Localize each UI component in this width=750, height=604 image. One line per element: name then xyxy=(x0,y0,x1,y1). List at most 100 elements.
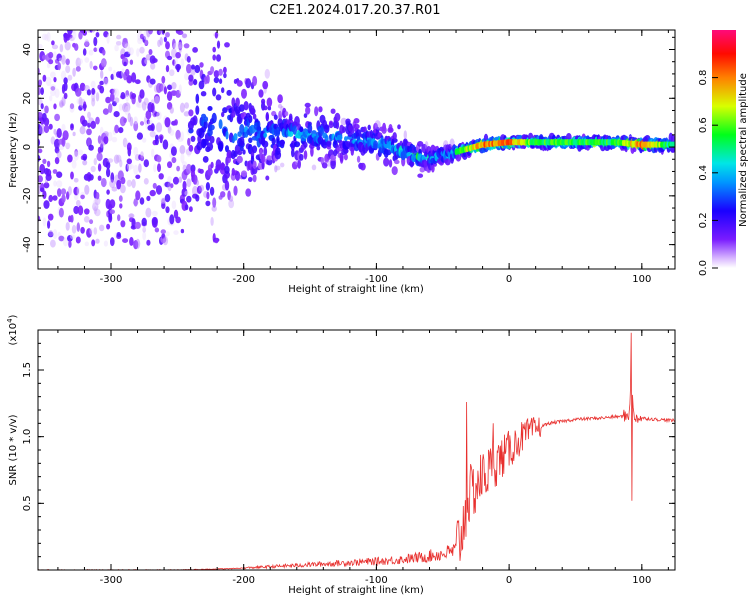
spectrum-cell xyxy=(124,68,130,77)
spectrum-cell xyxy=(131,11,135,20)
spectrum-cell xyxy=(65,142,70,150)
spectrum-cell xyxy=(138,163,142,173)
spectrum-cell xyxy=(108,103,113,114)
spectrum-cell xyxy=(84,184,90,195)
spectrum-cell xyxy=(353,118,360,124)
spectrum-cell xyxy=(228,199,235,209)
spectrum-cell xyxy=(139,46,145,54)
spectrum-cell xyxy=(52,195,58,201)
spectrum-cell xyxy=(265,175,270,181)
spectrum-cell xyxy=(86,137,92,147)
spectrum-cell xyxy=(632,147,637,153)
spectrum-cell xyxy=(305,106,311,115)
spectrum-cell xyxy=(53,103,57,110)
spectrum-cell xyxy=(131,14,137,19)
spectrum-cell xyxy=(108,66,113,72)
spectrum-cell xyxy=(78,96,83,107)
spectrum-cell xyxy=(391,166,398,176)
spectrum-cell xyxy=(342,126,346,133)
spectrum-cell xyxy=(74,23,78,29)
spectrum-cell xyxy=(114,124,119,134)
spectrum-cell xyxy=(206,142,214,151)
spectrum-cell xyxy=(57,188,62,197)
spectrum-cell xyxy=(142,137,147,143)
spectrum-cell xyxy=(127,112,131,123)
spectrum-cell xyxy=(180,228,185,234)
spectrum-cell xyxy=(90,80,96,89)
spectrum-cell xyxy=(187,137,191,146)
spectrum-cell xyxy=(190,135,196,142)
spectrum-cell xyxy=(261,98,266,105)
spectrum-cell xyxy=(66,16,70,21)
spectrum-cell xyxy=(75,236,81,244)
spectrum-cell xyxy=(42,190,47,199)
spectrum-cell xyxy=(61,96,66,107)
spectrum-cell xyxy=(162,21,168,29)
spectrum-cell xyxy=(248,115,253,124)
spectrum-cell xyxy=(215,94,222,101)
spectrum-cell xyxy=(189,206,193,213)
spectrum-cell xyxy=(148,49,153,55)
spectrum-cell xyxy=(105,96,111,104)
spectrum-cell xyxy=(56,53,62,62)
spectrum-cell xyxy=(186,195,192,203)
spectrum-cell xyxy=(100,70,104,79)
spectrum-cell xyxy=(106,168,111,178)
spectrum-cell xyxy=(89,227,93,235)
spectrum-cell xyxy=(256,125,262,131)
spectrum-cell xyxy=(213,77,220,84)
spectrum-cell xyxy=(64,142,71,149)
spectrum-cell xyxy=(93,227,98,235)
spectrum-cell xyxy=(137,30,142,34)
spectrum-cell xyxy=(47,231,54,238)
spectrum-cell xyxy=(367,124,371,131)
spectrum-cell xyxy=(112,23,117,28)
spectrum-cell xyxy=(120,92,126,100)
spectrum-cell xyxy=(136,48,140,57)
spectrum-cell xyxy=(76,199,81,207)
spectrum-cell xyxy=(71,224,77,234)
spectrum-cell xyxy=(139,155,145,162)
spectrum-cell xyxy=(195,93,200,104)
spectrum-cell xyxy=(444,158,451,166)
spectrum-cell xyxy=(199,184,204,192)
spectrum-cell xyxy=(166,102,173,110)
spectrum-cell xyxy=(76,222,81,232)
spectrum-cell xyxy=(174,14,178,20)
spectrum-cell xyxy=(84,208,90,215)
spectrum-cell xyxy=(59,100,64,108)
spectrum-cell xyxy=(73,186,79,196)
spectrum-cell xyxy=(133,240,139,250)
spectrum-cell xyxy=(63,12,68,17)
spectrum-cell xyxy=(336,134,343,141)
spectrum-cell xyxy=(122,238,129,244)
spectrum-cell xyxy=(91,97,96,107)
snr-x-axis-label: Height of straight line (km) xyxy=(288,585,424,596)
spectrum-cell xyxy=(72,67,76,77)
y-tick-label: 20 xyxy=(22,92,33,105)
spectrum-cell xyxy=(38,111,43,118)
spectrum-cell xyxy=(145,110,152,120)
spectrum-cell xyxy=(239,136,245,147)
spectrum-cell xyxy=(184,72,190,81)
spectrum-cell xyxy=(109,179,116,189)
spectrum-cell xyxy=(143,97,149,106)
spectrum-cell xyxy=(149,189,156,197)
spectrum-cell xyxy=(97,175,102,181)
snr-panel: -300 -200 -100 0 100 0.5 1.0 1.5 Height of str… xyxy=(6,314,676,596)
spectrum-cell xyxy=(42,9,47,19)
spectrum-cell xyxy=(128,47,134,56)
x-tick-label: 100 xyxy=(632,274,651,285)
spectrogram-y-axis-label: Frequency (Hz) xyxy=(8,112,19,188)
spectrum-cell xyxy=(87,137,91,147)
spectrum-cell xyxy=(213,70,220,78)
spectrum-cell xyxy=(40,87,44,95)
spectrum-cell xyxy=(118,20,124,29)
spectrum-cell xyxy=(65,222,70,231)
spectrum-cell xyxy=(156,18,161,24)
spectrum-cell xyxy=(311,164,317,171)
spectrum-cell xyxy=(207,168,213,176)
spectrum-cell xyxy=(94,208,101,217)
spectrum-cell xyxy=(164,194,171,203)
